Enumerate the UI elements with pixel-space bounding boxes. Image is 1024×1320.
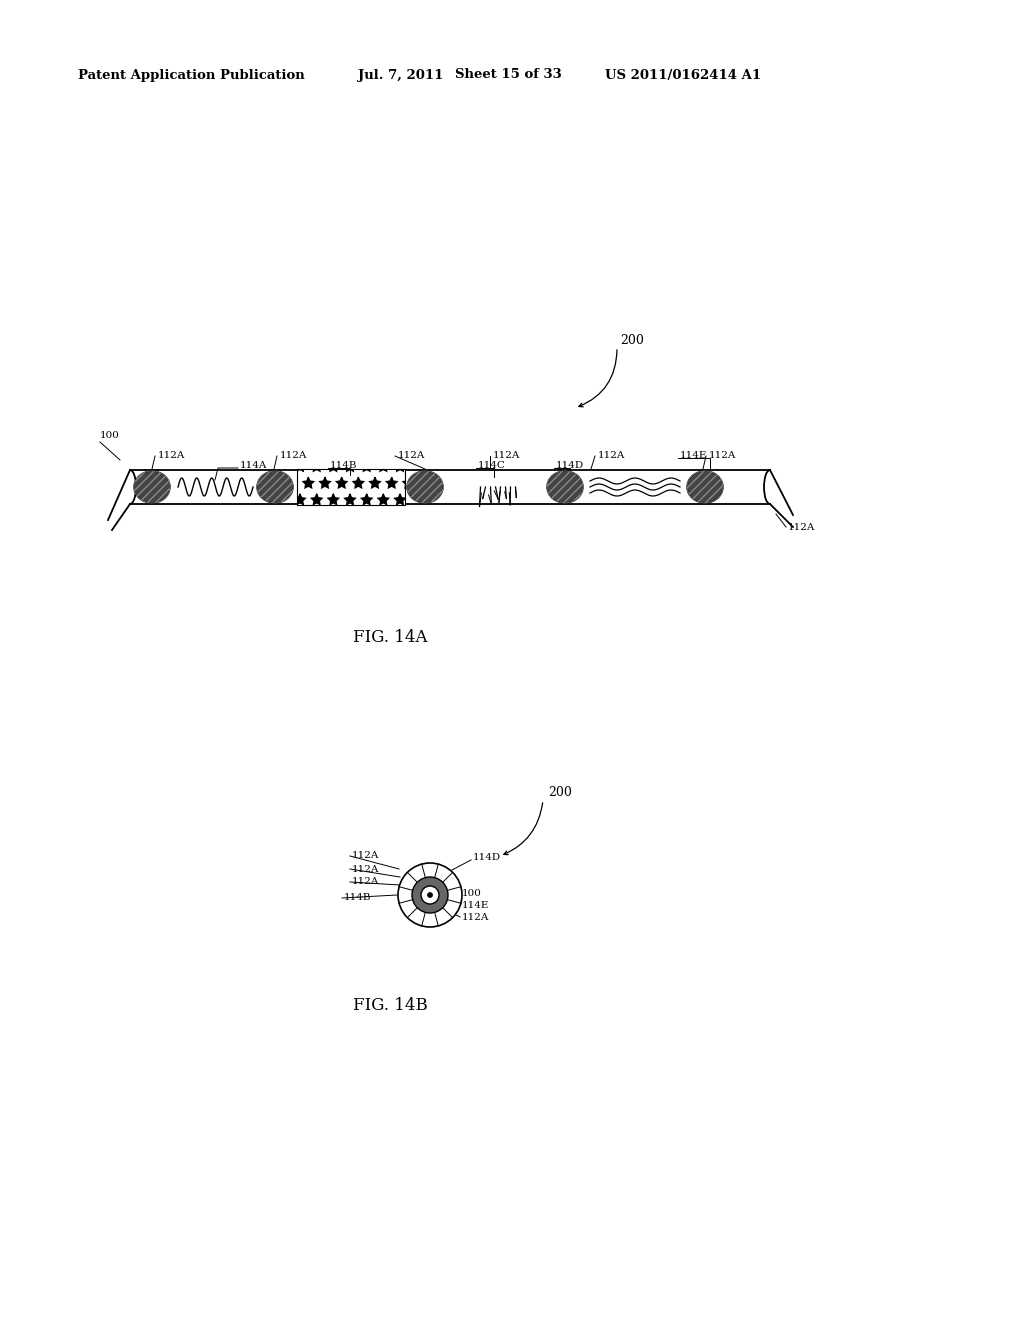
Circle shape (398, 863, 462, 927)
Text: 114E: 114E (462, 900, 489, 909)
Text: US 2011/0162414 A1: US 2011/0162414 A1 (605, 69, 761, 82)
Text: 112A: 112A (158, 451, 185, 461)
Ellipse shape (547, 471, 583, 503)
Text: 114D: 114D (556, 462, 584, 470)
Text: 114C: 114C (478, 462, 506, 470)
Text: 112A: 112A (788, 523, 815, 532)
FancyArrowPatch shape (504, 803, 543, 854)
Circle shape (421, 886, 439, 904)
Text: Patent Application Publication: Patent Application Publication (78, 69, 305, 82)
Text: 114B: 114B (330, 462, 357, 470)
Text: 112A: 112A (280, 451, 307, 461)
Text: Jul. 7, 2011: Jul. 7, 2011 (358, 69, 443, 82)
Text: 112A: 112A (352, 865, 379, 874)
Text: 112A: 112A (352, 878, 379, 887)
Text: 100: 100 (100, 430, 120, 440)
Text: 200: 200 (548, 787, 571, 800)
Text: FIG. 14A: FIG. 14A (352, 630, 427, 647)
Text: 114B: 114B (344, 894, 372, 903)
Text: 112A: 112A (398, 451, 425, 461)
Text: 112A: 112A (352, 851, 379, 861)
Text: 100: 100 (462, 888, 482, 898)
Ellipse shape (134, 471, 170, 503)
Text: 200: 200 (620, 334, 644, 346)
Ellipse shape (407, 471, 443, 503)
Text: 114D: 114D (473, 854, 501, 862)
Text: 114E: 114E (680, 451, 708, 461)
Bar (297, 469, 406, 506)
Text: Sheet 15 of 33: Sheet 15 of 33 (455, 69, 562, 82)
Circle shape (412, 876, 449, 913)
Text: 112A: 112A (462, 912, 489, 921)
Ellipse shape (257, 471, 293, 503)
Circle shape (427, 892, 432, 898)
Text: 114A: 114A (240, 462, 267, 470)
Text: 112A: 112A (493, 451, 520, 461)
Text: 112A: 112A (598, 451, 626, 461)
Text: 112A: 112A (709, 451, 736, 461)
FancyArrowPatch shape (579, 350, 617, 407)
Ellipse shape (687, 471, 723, 503)
Text: FIG. 14B: FIG. 14B (352, 997, 427, 1014)
